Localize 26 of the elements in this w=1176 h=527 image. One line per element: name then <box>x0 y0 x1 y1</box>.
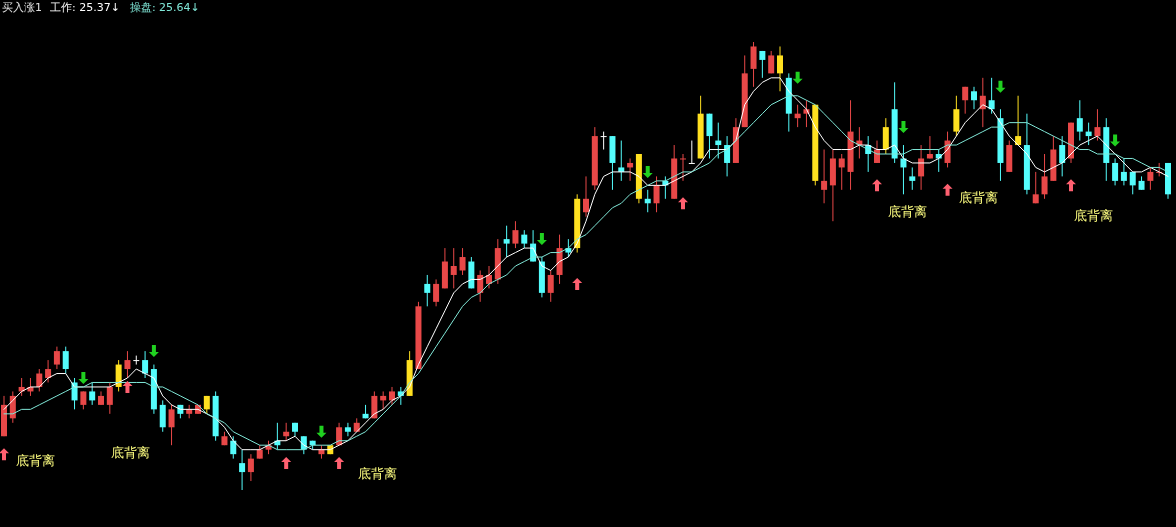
point <box>642 165 653 178</box>
point <box>995 80 1006 93</box>
point <box>572 277 583 290</box>
point <box>1110 134 1121 147</box>
annotation: 底背离 <box>110 444 150 460</box>
point <box>316 425 327 438</box>
title: 买入涨1 <box>2 1 42 14</box>
point <box>872 179 882 192</box>
annotation: 底背离 <box>887 203 927 219</box>
point <box>678 197 688 210</box>
point <box>1066 179 1076 192</box>
point <box>78 372 89 384</box>
point <box>792 71 803 84</box>
annotation: 底背离 <box>15 452 55 468</box>
point <box>536 233 547 246</box>
point <box>898 121 909 134</box>
point <box>281 457 292 470</box>
point <box>122 380 133 393</box>
point <box>942 183 953 196</box>
annotation: 底背离 <box>958 189 998 205</box>
series-name: 操盘: 25.64↓ <box>129 1 200 14</box>
series-name: 工作: 25.37↓ <box>50 1 120 14</box>
point <box>334 457 345 470</box>
annotation: 底背离 <box>1073 207 1113 223</box>
point <box>148 345 159 358</box>
annotation: 底背离 <box>357 465 397 481</box>
